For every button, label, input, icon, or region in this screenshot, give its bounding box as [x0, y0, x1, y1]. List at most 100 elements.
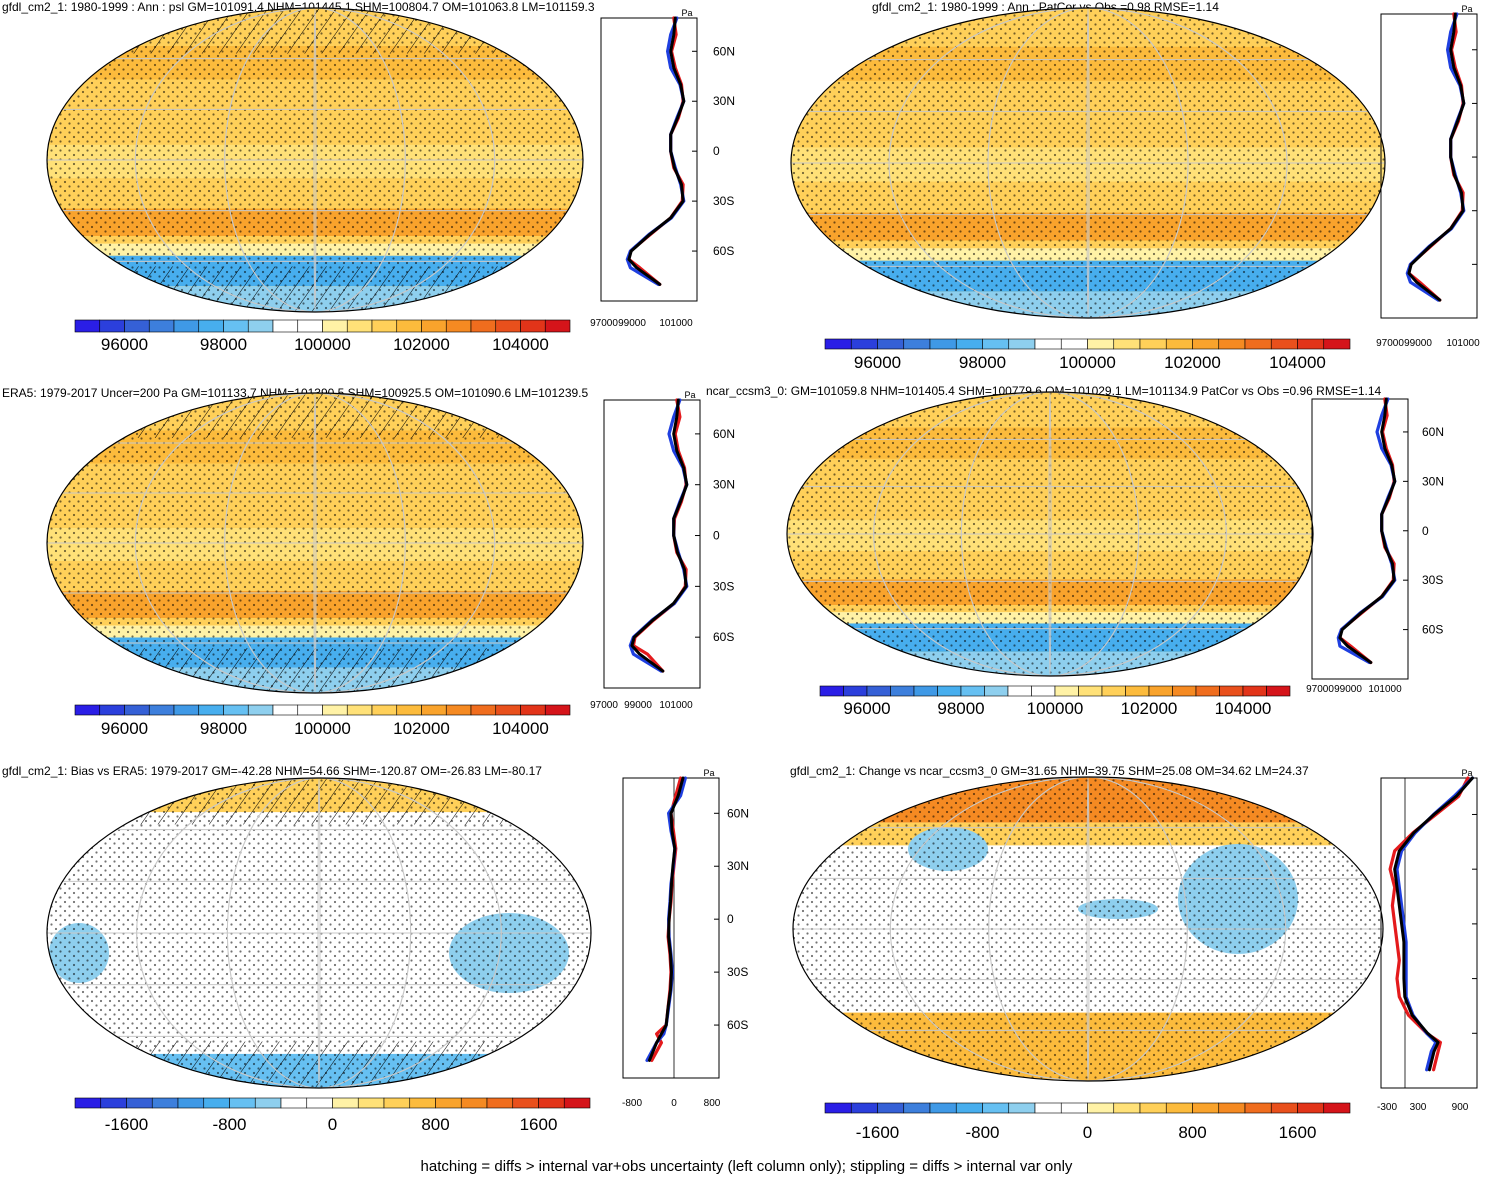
- colorbar-tick-label: 100000: [294, 719, 351, 738]
- colorbar-box: [396, 319, 422, 333]
- profile-x-tick: 97000: [590, 318, 618, 329]
- colorbar-box: [903, 1102, 931, 1114]
- profile-lat-label: 60N: [727, 806, 749, 820]
- panel-title: gfdl_cm2_1: Bias vs ERA5: 1979-2017 GM=-…: [2, 764, 542, 778]
- colorbar-box: [1195, 685, 1220, 697]
- hatching: [47, 1041, 591, 1088]
- colorbar-box: [1219, 685, 1244, 697]
- colorbar-box: [99, 704, 125, 716]
- colorbar-box: [960, 685, 985, 697]
- profile-lat-label: 0: [1422, 524, 1429, 538]
- colorbar-tick-label: 800: [421, 1115, 449, 1134]
- map-field: [793, 777, 1383, 1081]
- profile-x-tick: 300: [1410, 1102, 1427, 1113]
- colorbar-box: [544, 319, 571, 333]
- colorbar-tick-label: 0: [328, 1115, 337, 1134]
- colorbar-box: [371, 319, 398, 333]
- panel-title: gfdl_cm2_1: Change vs ncar_ccsm3_0 GM=31…: [790, 764, 1309, 778]
- colorbar-box: [1031, 685, 1056, 697]
- colorbar-box: [1139, 338, 1167, 350]
- profile-frame: [1380, 13, 1478, 319]
- colorbar-box: [151, 1097, 179, 1109]
- profile-x-tick: -300: [1377, 1102, 1397, 1113]
- colorbar-tick-label: 96000: [854, 353, 901, 372]
- colorbar-tick-label: 100000: [1059, 353, 1116, 372]
- graticule-meridian: [136, 778, 502, 1088]
- profile-x-tick: 99000: [624, 700, 652, 711]
- colorbar-box: [470, 704, 497, 716]
- panel-bottom-right: gfdl_cm2_1: Change vs ncar_ccsm3_0 GM=31…: [790, 764, 1478, 1142]
- colorbar-box: [229, 1097, 256, 1109]
- colorbar-box: [322, 319, 348, 333]
- colorbar-tick-label: 102000: [393, 335, 450, 354]
- profile-line-model2: [1395, 776, 1475, 1072]
- profile-line-model2: [1336, 397, 1397, 665]
- colorbar-box: [148, 704, 175, 716]
- colorbar-box: [409, 1097, 436, 1109]
- colorbar-box: [495, 319, 521, 333]
- colorbar-box: [850, 1102, 878, 1114]
- colorbar-box: [1192, 338, 1220, 350]
- colorbar-box: [824, 1102, 852, 1114]
- map-border: [786, 391, 1314, 677]
- colorbar-box: [1165, 338, 1193, 350]
- profile-frame: [1311, 398, 1409, 680]
- profile-lat-label: 60S: [727, 1018, 748, 1032]
- profile-lat-label: 60S: [713, 630, 734, 644]
- hatching: [47, 8, 583, 54]
- graticule-meridian: [1086, 8, 1090, 318]
- colorbar-box: [850, 338, 878, 350]
- colorbar-box: [520, 319, 546, 333]
- colorbar-box: [124, 319, 150, 333]
- colorbar-box: [74, 319, 101, 333]
- colorbar-box: [819, 685, 844, 697]
- profile-x-tick: -800: [622, 1098, 642, 1109]
- profile-x-tick: 97000: [1306, 684, 1334, 695]
- colorbar-box: [1078, 685, 1103, 697]
- profile-line-model2: [1405, 12, 1466, 302]
- colorbar-tick-label: 100000: [1027, 699, 1084, 718]
- colorbar-tick-label: -800: [212, 1115, 246, 1134]
- profile-unit: Pa: [703, 768, 714, 778]
- profile-line-obs: [627, 16, 686, 286]
- colorbar-box: [1270, 1102, 1298, 1114]
- colorbar-box: [937, 685, 962, 697]
- colorbar-box: [1125, 685, 1150, 697]
- map-field: [47, 8, 583, 312]
- profile-frame: [603, 399, 701, 689]
- map-field: [791, 8, 1385, 318]
- colorbar-tick-label: -800: [965, 1123, 999, 1142]
- colorbar-tick-label: 102000: [1121, 699, 1178, 718]
- map-border: [46, 777, 592, 1089]
- map-field: [47, 778, 591, 1088]
- colorbar-box: [1244, 1102, 1272, 1114]
- profile-lat-label: 30S: [1422, 573, 1443, 587]
- colorbar-box: [421, 704, 447, 716]
- colorbar-box: [254, 1097, 282, 1109]
- colorbar-box: [297, 704, 323, 716]
- colorbar-box: [982, 1102, 1010, 1114]
- graticule-meridian: [960, 392, 1140, 676]
- graticule-meridian: [134, 8, 496, 312]
- map-border: [46, 7, 584, 313]
- colorbar-box: [173, 319, 200, 333]
- colorbar-box: [177, 1097, 205, 1109]
- graticule-meridian: [988, 777, 1188, 1081]
- colorbar-box: [512, 1097, 539, 1109]
- colorbar-tick-label: 102000: [1164, 353, 1221, 372]
- profile-x-tick: 97000: [590, 700, 618, 711]
- colorbar-box: [460, 1097, 488, 1109]
- colorbar-box: [877, 338, 905, 350]
- graticule-meridian: [889, 777, 1287, 1081]
- colorbar-box: [272, 319, 299, 333]
- colorbar-box: [198, 704, 224, 716]
- colorbar-box: [306, 1097, 333, 1109]
- profile-unit: Pa: [1461, 768, 1472, 778]
- colorbar-box: [1101, 685, 1126, 697]
- profile-frame: [600, 17, 698, 302]
- colorbar-box: [74, 1097, 102, 1109]
- colorbar-tick-label: 98000: [200, 719, 247, 738]
- colorbar-box: [984, 685, 1009, 697]
- colorbar-box: [866, 685, 891, 697]
